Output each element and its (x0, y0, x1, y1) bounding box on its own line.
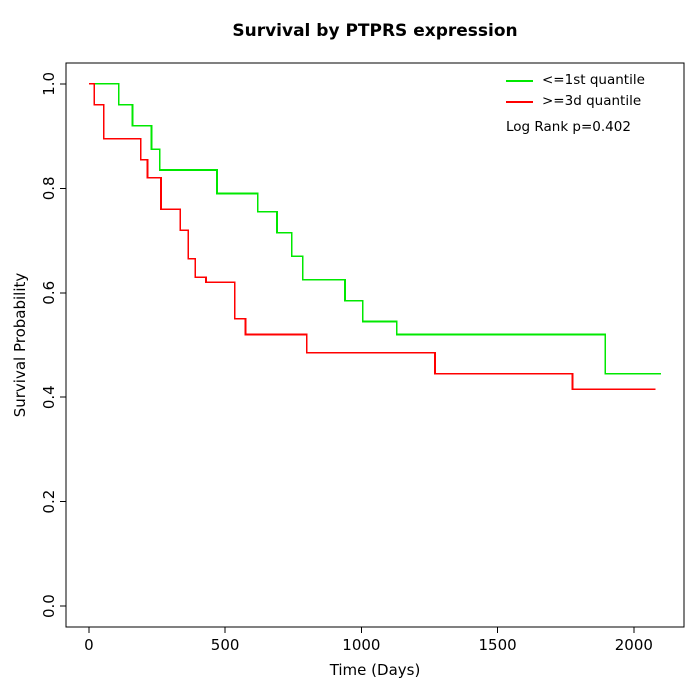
legend-label: <=1st quantile (542, 71, 645, 88)
x-tick-label: 1000 (342, 636, 380, 654)
y-tick-label: 0.6 (40, 281, 58, 305)
plot-box (65, 62, 685, 628)
y-axis-label: Survival Probability (11, 272, 29, 418)
y-tick-label: 1.0 (40, 72, 58, 96)
x-tick-label: 2000 (615, 636, 653, 654)
legend-item: <=1st quantile (506, 70, 645, 91)
series-line-1 (88, 83, 656, 391)
legend-line-green (506, 79, 533, 82)
x-axis-label: Time (Days) (329, 661, 421, 679)
x-tick-label: 500 (211, 636, 240, 654)
y-tick-label: 0.2 (40, 490, 58, 514)
y-tick-label: 0.8 (40, 176, 58, 200)
legend-line-red (506, 100, 533, 103)
legend: <=1st quantile >=3d quantile Log Rank p=… (506, 70, 645, 135)
legend-label: >=3d quantile (542, 92, 642, 109)
series-line-0 (88, 83, 662, 375)
x-tick-label: 1500 (479, 636, 517, 654)
pvalue-annotation: Log Rank p=0.402 (506, 119, 631, 135)
y-tick-label: 0.4 (40, 385, 58, 409)
chart-title: Survival by PTPRS expression (232, 21, 518, 41)
legend-item: >=3d quantile (506, 91, 645, 112)
y-tick-label: 0.0 (40, 594, 58, 618)
x-tick-label: 0 (84, 636, 94, 654)
